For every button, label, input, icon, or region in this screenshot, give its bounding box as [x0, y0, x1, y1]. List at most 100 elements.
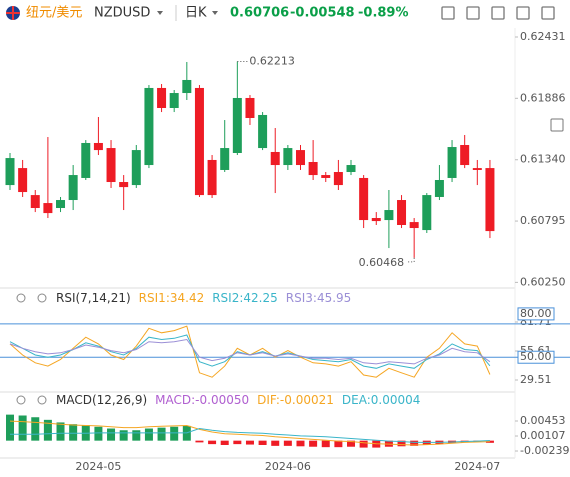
layout-icon[interactable] — [550, 118, 564, 132]
candle-body — [18, 168, 28, 193]
settings-icon[interactable] — [37, 395, 47, 405]
tool-icon[interactable] — [491, 6, 505, 20]
y-tick-label: 0.60250 — [520, 275, 566, 288]
x-tick-label: 2024-06 — [265, 460, 311, 473]
change-percent: -0.89% — [358, 6, 409, 21]
tool-icon[interactable] — [466, 6, 480, 20]
rsi-icons — [16, 293, 47, 405]
candle-body — [119, 182, 129, 188]
candle-body — [144, 87, 154, 166]
legend-entry: RSI(7,14,21) RSI1:34.42 RSI2:42.25 RSI3:45.… — [56, 291, 351, 305]
legend-value: 0.00004 — [371, 393, 421, 407]
eye-icon[interactable] — [16, 293, 26, 303]
candle-body — [270, 151, 280, 166]
macd-bar — [94, 426, 103, 441]
macd-bar — [245, 440, 254, 445]
legend-sep: : — [313, 291, 317, 305]
macd-bar — [43, 419, 52, 441]
tool-icon[interactable] — [541, 6, 555, 20]
macd-bar — [283, 440, 292, 446]
candle-body — [321, 175, 331, 178]
candle-body — [93, 142, 103, 151]
high-label: 0.62213 — [249, 55, 295, 68]
macd-bar — [296, 440, 305, 447]
macd-bar — [107, 428, 116, 441]
macd-line — [10, 427, 490, 443]
candle-body — [81, 142, 91, 178]
legend-sep: : — [191, 393, 195, 407]
y-tick-label: 29.51 — [520, 373, 552, 386]
x-tick-label: 2024-05 — [75, 460, 121, 473]
macd-bar — [195, 440, 204, 443]
legend-name: DIF — [257, 393, 277, 407]
candle-body — [220, 148, 230, 170]
candle-body — [422, 195, 432, 231]
tool-icon[interactable] — [441, 6, 455, 20]
macd-bar — [220, 440, 229, 445]
dropdown-icon[interactable] — [212, 11, 218, 15]
reference-label: 80.00 — [520, 307, 552, 320]
macd-bar — [132, 430, 141, 441]
candle-body — [295, 150, 305, 166]
legend-entry: MACD(12,26,9) MACD:-0.00050 DIF:-0.00021 DE… — [56, 393, 420, 407]
last-price: 0.60706 — [230, 6, 289, 21]
y-tick-label: 0.60795 — [520, 214, 566, 227]
candle-body — [472, 168, 482, 170]
legend-sep: : — [367, 393, 371, 407]
rsi-line — [9, 338, 491, 365]
legend-name: DEA — [342, 393, 368, 407]
legend-value: 45.95 — [317, 291, 351, 305]
candle-body — [43, 203, 53, 214]
candle-body — [397, 200, 407, 225]
candle-body — [30, 195, 40, 209]
macd-bar — [258, 440, 267, 445]
macd-bar — [6, 414, 14, 441]
legend-part: MACD(12,26,9) — [56, 393, 147, 407]
legend-name: RSI1 — [139, 291, 166, 305]
macd-bar — [309, 440, 318, 447]
macd-bar — [271, 440, 280, 446]
flag-cross — [6, 6, 20, 20]
macd-bar — [208, 440, 217, 445]
macd-bar — [157, 427, 166, 441]
candle-body — [245, 97, 255, 119]
candle-body — [194, 87, 204, 196]
low-label: 0.60468 — [359, 256, 405, 269]
candle-body — [182, 79, 192, 94]
period[interactable]: 日K — [185, 6, 207, 21]
legend-value: -0.00050 — [195, 393, 249, 407]
candle-body — [157, 87, 167, 108]
candle-body — [333, 172, 343, 186]
macd-bar — [397, 440, 406, 447]
eye-icon[interactable] — [16, 395, 26, 405]
candle-body — [485, 168, 495, 232]
y-tick-label: -0.00239 — [520, 444, 569, 457]
pair-name[interactable]: 纽元/美元 — [26, 6, 82, 21]
candle-body — [359, 177, 369, 221]
macd-line — [9, 420, 490, 446]
y-tick-label: 0.00453 — [520, 414, 566, 427]
header: 纽元/美元 NZDUSD 日K 0.60706 -0.00548 -0.89% — [6, 5, 564, 132]
reference-tag — [517, 350, 555, 364]
macd-bar — [321, 440, 330, 448]
candle-body — [409, 222, 419, 229]
candle-body — [106, 148, 116, 183]
macd-bar — [69, 424, 78, 441]
macd-bar — [359, 440, 368, 448]
legend-name: RSI3 — [286, 291, 313, 305]
macd-bar — [18, 415, 27, 441]
y-tick-label: 0.61886 — [520, 91, 566, 104]
x-tick-label: 2024-07 — [454, 460, 500, 473]
macd-bar — [347, 440, 356, 447]
y-tick-label: 0.61340 — [520, 153, 566, 166]
symbol[interactable]: NZDUSD — [94, 6, 150, 21]
candle-body — [308, 161, 318, 176]
tool-icon[interactable] — [516, 6, 530, 20]
reference-tag — [517, 307, 555, 321]
candle-body — [258, 114, 268, 149]
settings-icon[interactable] — [37, 293, 47, 303]
candle-body — [283, 148, 293, 166]
dropdown-icon[interactable] — [157, 11, 163, 15]
